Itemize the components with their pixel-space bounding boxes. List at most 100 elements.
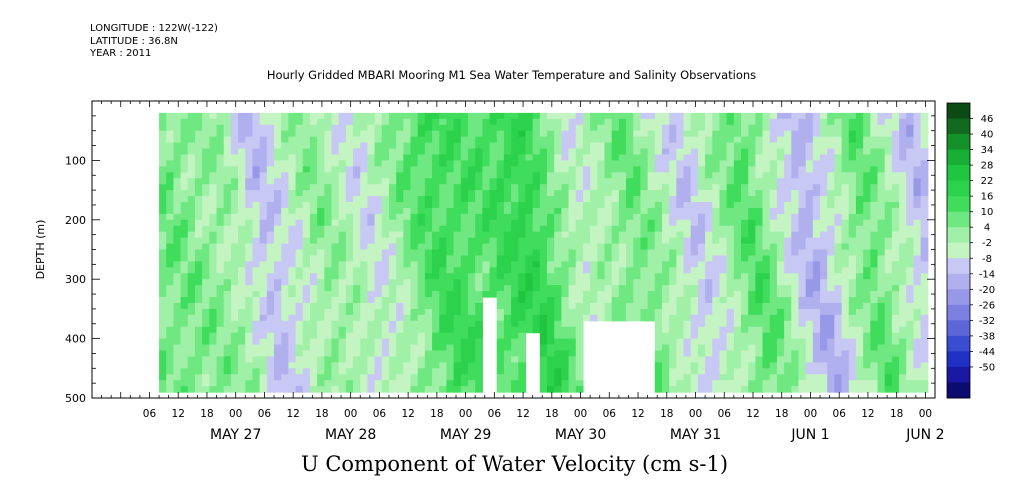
heatmap-cell [166, 267, 175, 274]
heatmap-cell [683, 344, 692, 352]
heatmap-cell [848, 356, 857, 363]
heatmap-cell [827, 302, 836, 310]
heatmap-cell [295, 297, 304, 304]
heatmap-cell [669, 338, 677, 346]
heatmap-cell [791, 261, 800, 268]
heatmap-cell [575, 344, 584, 352]
heatmap-cell [360, 136, 369, 144]
heatmap-cell [812, 320, 821, 328]
heatmap-cell [216, 142, 225, 150]
heatmap-cell [511, 291, 519, 298]
heatmap-cell [654, 112, 663, 120]
heatmap-cell [712, 291, 721, 298]
heatmap-cell [159, 285, 167, 292]
heatmap-cell [539, 273, 548, 280]
heatmap-cell [741, 237, 749, 245]
heatmap-cell [532, 201, 541, 209]
heatmap-cell [855, 320, 864, 328]
heatmap-cell [697, 237, 706, 245]
heatmap-cell [367, 362, 376, 369]
heatmap-cell [748, 154, 756, 161]
heatmap-cell [259, 344, 268, 352]
heatmap-cell [654, 344, 663, 352]
heatmap-cell [827, 136, 836, 144]
heatmap-cell [532, 219, 541, 227]
heatmap-cell [841, 344, 850, 352]
heatmap-cell [453, 380, 462, 387]
heatmap-cell [661, 326, 670, 334]
heatmap-cell [381, 362, 390, 369]
heatmap-cell [475, 136, 483, 144]
heatmap-cell [338, 172, 347, 179]
heatmap-cell [827, 362, 836, 369]
heatmap-cell [547, 362, 555, 369]
heatmap-cell [230, 326, 239, 334]
heatmap-cell [252, 184, 261, 191]
heatmap-cell [252, 207, 261, 215]
heatmap-cell [661, 219, 670, 227]
heatmap-cell [626, 297, 634, 304]
heatmap-cell [532, 225, 541, 233]
heatmap-cell [726, 380, 735, 387]
heatmap-cell [173, 285, 182, 292]
heatmap-cell [776, 302, 785, 310]
heatmap-cell [403, 308, 412, 316]
heatmap-cell [582, 172, 591, 179]
heatmap-cell [468, 160, 476, 167]
heatmap-cell [439, 190, 448, 197]
heatmap-cell [891, 219, 900, 227]
heatmap-cell [539, 201, 548, 209]
heatmap-cell [309, 302, 318, 310]
heatmap-cell [568, 201, 577, 209]
heatmap-cell [489, 291, 498, 298]
heatmap-cell [827, 112, 836, 120]
heatmap-cell [259, 112, 268, 120]
heatmap-cell [669, 124, 677, 132]
heatmap-cell [439, 142, 448, 150]
heatmap-cell [388, 148, 397, 156]
heatmap-cell [468, 118, 476, 126]
heatmap-cell [403, 148, 412, 156]
heatmap-cell [331, 332, 340, 340]
heatmap-cell [755, 142, 764, 150]
heatmap-cell [582, 261, 591, 268]
heatmap-cell [238, 166, 246, 173]
heatmap-cell [245, 207, 254, 215]
heatmap-cell [805, 362, 814, 369]
heatmap-cell [590, 178, 598, 185]
heatmap-cell [180, 178, 189, 185]
heatmap-cell [705, 178, 713, 185]
heatmap-cell [432, 368, 440, 375]
heatmap-cell [568, 112, 577, 120]
heatmap-cell [482, 160, 491, 167]
heatmap-cell [762, 332, 771, 340]
heatmap-cell [345, 297, 354, 304]
heatmap-cell [525, 302, 534, 310]
heatmap-cell [906, 201, 915, 209]
heatmap-cell [496, 261, 505, 268]
heatmap-cell [841, 184, 850, 191]
heatmap-cell [913, 308, 922, 316]
heatmap-cell [317, 338, 325, 346]
heatmap-cell [453, 386, 462, 393]
heatmap-cell [683, 154, 692, 161]
heatmap-cell [755, 112, 764, 120]
heatmap-cell [223, 267, 232, 274]
heatmap-cell [460, 338, 469, 346]
heatmap-cell [388, 308, 397, 316]
heatmap-cell [590, 148, 598, 156]
heatmap-cell [633, 285, 642, 292]
heatmap-cell [216, 362, 225, 369]
heatmap-cell [719, 362, 728, 369]
heatmap-cell [590, 213, 598, 221]
heatmap-cell [827, 368, 836, 375]
heatmap-cell [252, 255, 261, 262]
heatmap-cell [654, 243, 663, 251]
heatmap-cell [726, 326, 735, 334]
heatmap-cell [446, 285, 455, 292]
heatmap-cell [812, 374, 821, 381]
heatmap-cell [848, 219, 857, 227]
heatmap-cell [863, 249, 871, 257]
heatmap-cell [705, 243, 713, 251]
heatmap-cell [877, 201, 886, 209]
